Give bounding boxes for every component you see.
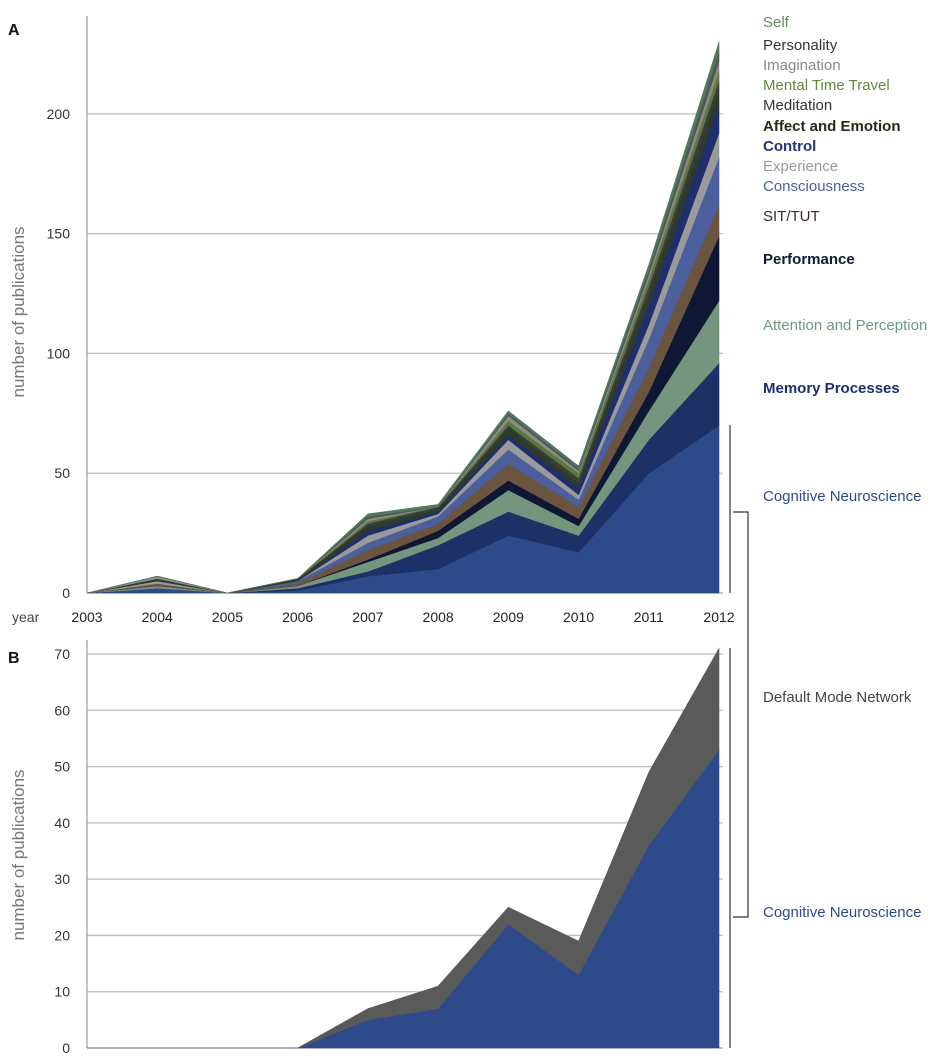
panel-b-y-tick-label: 50	[54, 759, 70, 775]
legend-a-sit-tut: SIT/TUT	[763, 208, 820, 225]
legend-b-default-mode-network: Default Mode Network	[763, 689, 912, 706]
legend-a-mental-time-travel: Mental Time Travel	[763, 77, 890, 94]
legend-a-affect-and-emotion: Affect and Emotion	[763, 118, 901, 135]
legend-b-cognitive-neuroscience: Cognitive Neuroscience	[763, 904, 921, 921]
legend-a-experience: Experience	[763, 158, 838, 175]
bracket-connector	[733, 511, 749, 918]
panel-a-y-tick-label: 100	[47, 345, 71, 361]
panel-a-area-self	[86, 41, 720, 594]
panel-b-panel-letter: B	[8, 650, 20, 667]
legend-a-self: Self	[763, 14, 790, 31]
panel-b-area-default-mode-network	[87, 647, 720, 1049]
panel-a-x-tick-label: 2010	[563, 609, 594, 625]
panel-b-y-tick-label: 70	[54, 646, 70, 662]
panel-a-x-tick-label: 2012	[703, 609, 734, 625]
panel-b-y-tick-label: 0	[62, 1040, 70, 1056]
legend-a-control: Control	[763, 138, 816, 155]
panel-a-y-tick-label: 50	[54, 465, 70, 481]
legend-a-memory-processes: Memory Processes	[763, 380, 900, 397]
legend-a-consciousness: Consciousness	[763, 178, 865, 195]
legend-a-performance: Performance	[763, 251, 855, 268]
panel-b-y-tick-label: 20	[54, 927, 70, 943]
legend-a-cognitive-neuroscience: Cognitive Neuroscience	[763, 488, 921, 505]
legend-a-attention-and-perception: Attention and Perception	[763, 317, 927, 334]
panel-a-x-tick-label: 2003	[71, 609, 102, 625]
legend-a-imagination: Imagination	[763, 57, 841, 74]
panel-a-x-tick-label: 2005	[212, 609, 243, 625]
panel-a-y-axis-label: number of publications	[9, 226, 28, 397]
panel-a-x-tick-label: 2011	[634, 609, 664, 625]
panel-a-x-tick-label: 2006	[282, 609, 313, 625]
panel-a-y-tick-label: 200	[47, 106, 71, 122]
panel-a-y-tick-label: 0	[62, 585, 70, 601]
panel-a-x-tick-label: 2007	[352, 609, 383, 625]
panel-b-y-tick-label: 40	[54, 815, 70, 831]
panel-b-y-axis-label: number of publications	[9, 769, 28, 940]
legend-a-meditation: Meditation	[763, 97, 832, 114]
panel-a-x-prefix-label: year	[12, 609, 40, 625]
panel-b-y-tick-label: 30	[54, 871, 70, 887]
legend-a-personality: Personality	[763, 37, 838, 54]
panel-a-x-tick-label: 2004	[142, 609, 173, 625]
panel-a-x-tick-label: 2009	[493, 609, 524, 625]
panel-a-y-tick-label: 150	[47, 226, 71, 242]
panel-b-y-tick-label: 10	[54, 984, 70, 1000]
panel-a-x-tick-label: 2008	[423, 609, 454, 625]
panel-b-y-tick-label: 60	[54, 702, 70, 718]
panel-a-panel-letter: A	[8, 22, 20, 39]
